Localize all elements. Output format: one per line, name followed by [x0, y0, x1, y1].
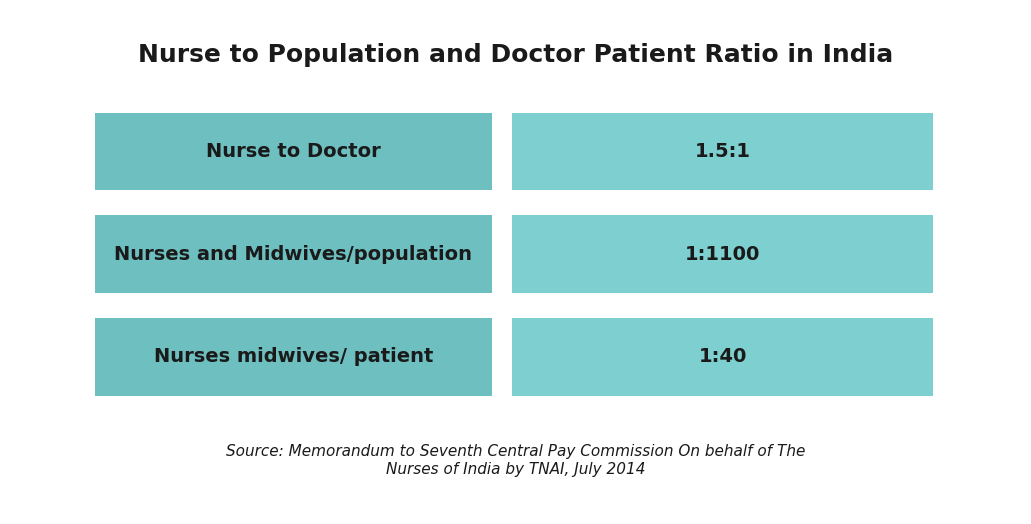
Text: Source: Memorandum to Seventh Central Pay Commission On behalf of The
Nurses of : Source: Memorandum to Seventh Central Pa… — [226, 444, 805, 477]
Text: Nurses midwives/ patient: Nurses midwives/ patient — [154, 347, 433, 366]
Text: Nurses and Midwives/population: Nurses and Midwives/population — [114, 245, 472, 264]
Text: Nurse to Doctor: Nurse to Doctor — [206, 142, 380, 161]
Text: 1:40: 1:40 — [699, 347, 746, 366]
Text: 1:1100: 1:1100 — [685, 245, 761, 264]
Text: 1.5:1: 1.5:1 — [695, 142, 751, 161]
Text: Nurse to Population and Doctor Patient Ratio in India: Nurse to Population and Doctor Patient R… — [138, 43, 893, 67]
